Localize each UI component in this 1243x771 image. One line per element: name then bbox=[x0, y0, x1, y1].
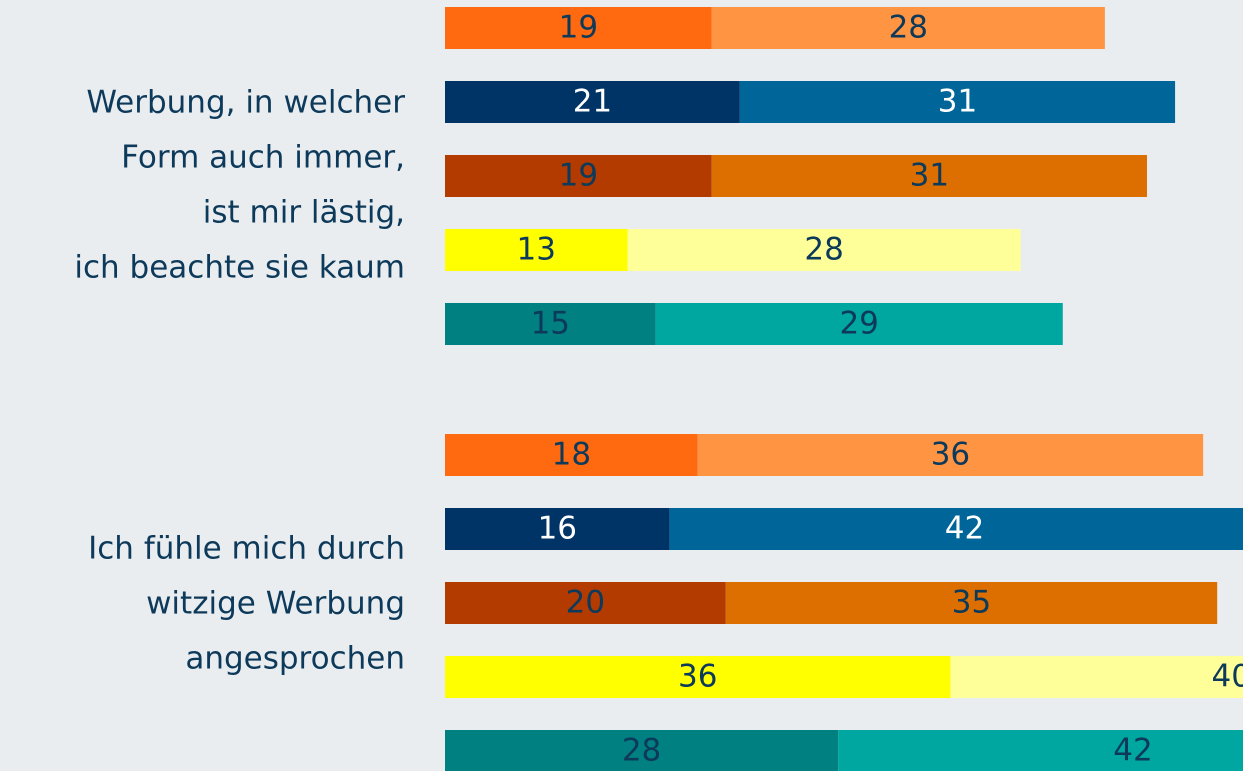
bar-segment bbox=[445, 582, 726, 624]
bar-segment bbox=[739, 81, 1176, 123]
category-label: ist mir lästig, bbox=[203, 195, 405, 231]
bar-segment bbox=[445, 656, 951, 698]
bar-segment bbox=[445, 7, 712, 49]
bar-segment bbox=[711, 155, 1147, 197]
data-label: 19 bbox=[559, 158, 598, 194]
data-label: 42 bbox=[1113, 733, 1152, 769]
bar-segment bbox=[627, 229, 1021, 271]
data-label: 29 bbox=[839, 306, 878, 342]
bar-segment bbox=[838, 730, 1243, 771]
category-label: Werbung, in welcher bbox=[86, 85, 405, 121]
data-label: 35 bbox=[952, 585, 991, 621]
data-label: 20 bbox=[566, 585, 605, 621]
data-label: 42 bbox=[945, 511, 984, 547]
data-label: 40 bbox=[1212, 659, 1243, 695]
bar-segment bbox=[445, 730, 839, 771]
bar-segment bbox=[950, 656, 1243, 698]
data-label: 36 bbox=[931, 437, 970, 473]
bar-segment bbox=[445, 434, 698, 476]
category-label: Form auch immer, bbox=[121, 140, 405, 176]
bar-segment bbox=[655, 303, 1063, 345]
bar-segment bbox=[725, 582, 1218, 624]
bar-segment bbox=[445, 303, 656, 345]
category-label: angesprochen bbox=[185, 641, 405, 677]
data-label: 28 bbox=[622, 733, 661, 769]
bar-segment bbox=[445, 81, 740, 123]
bar-segment bbox=[445, 508, 670, 550]
data-label: 18 bbox=[552, 437, 591, 473]
category-label: witzige Werbung bbox=[146, 586, 405, 622]
data-label: 16 bbox=[538, 511, 577, 547]
data-label: 31 bbox=[910, 158, 949, 194]
data-label: 15 bbox=[531, 306, 570, 342]
data-label: 31 bbox=[938, 84, 977, 120]
bar-segment bbox=[697, 434, 1204, 476]
bar-segment bbox=[445, 155, 712, 197]
bar-segment bbox=[445, 229, 628, 271]
data-label: 21 bbox=[573, 84, 612, 120]
data-label: 19 bbox=[559, 10, 598, 46]
category-label: Ich fühle mich durch bbox=[88, 531, 405, 567]
bar-segment bbox=[711, 7, 1105, 49]
data-label: 28 bbox=[889, 10, 928, 46]
bar-segment bbox=[669, 508, 1243, 550]
data-label: 28 bbox=[804, 232, 843, 268]
data-label: 36 bbox=[678, 659, 717, 695]
data-label: 13 bbox=[517, 232, 556, 268]
category-label: ich beachte sie kaum bbox=[74, 250, 405, 286]
